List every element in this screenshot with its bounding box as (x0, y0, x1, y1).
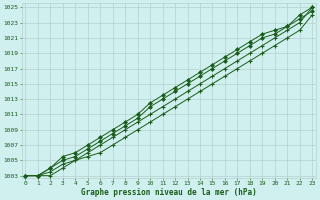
X-axis label: Graphe pression niveau de la mer (hPa): Graphe pression niveau de la mer (hPa) (81, 188, 257, 197)
